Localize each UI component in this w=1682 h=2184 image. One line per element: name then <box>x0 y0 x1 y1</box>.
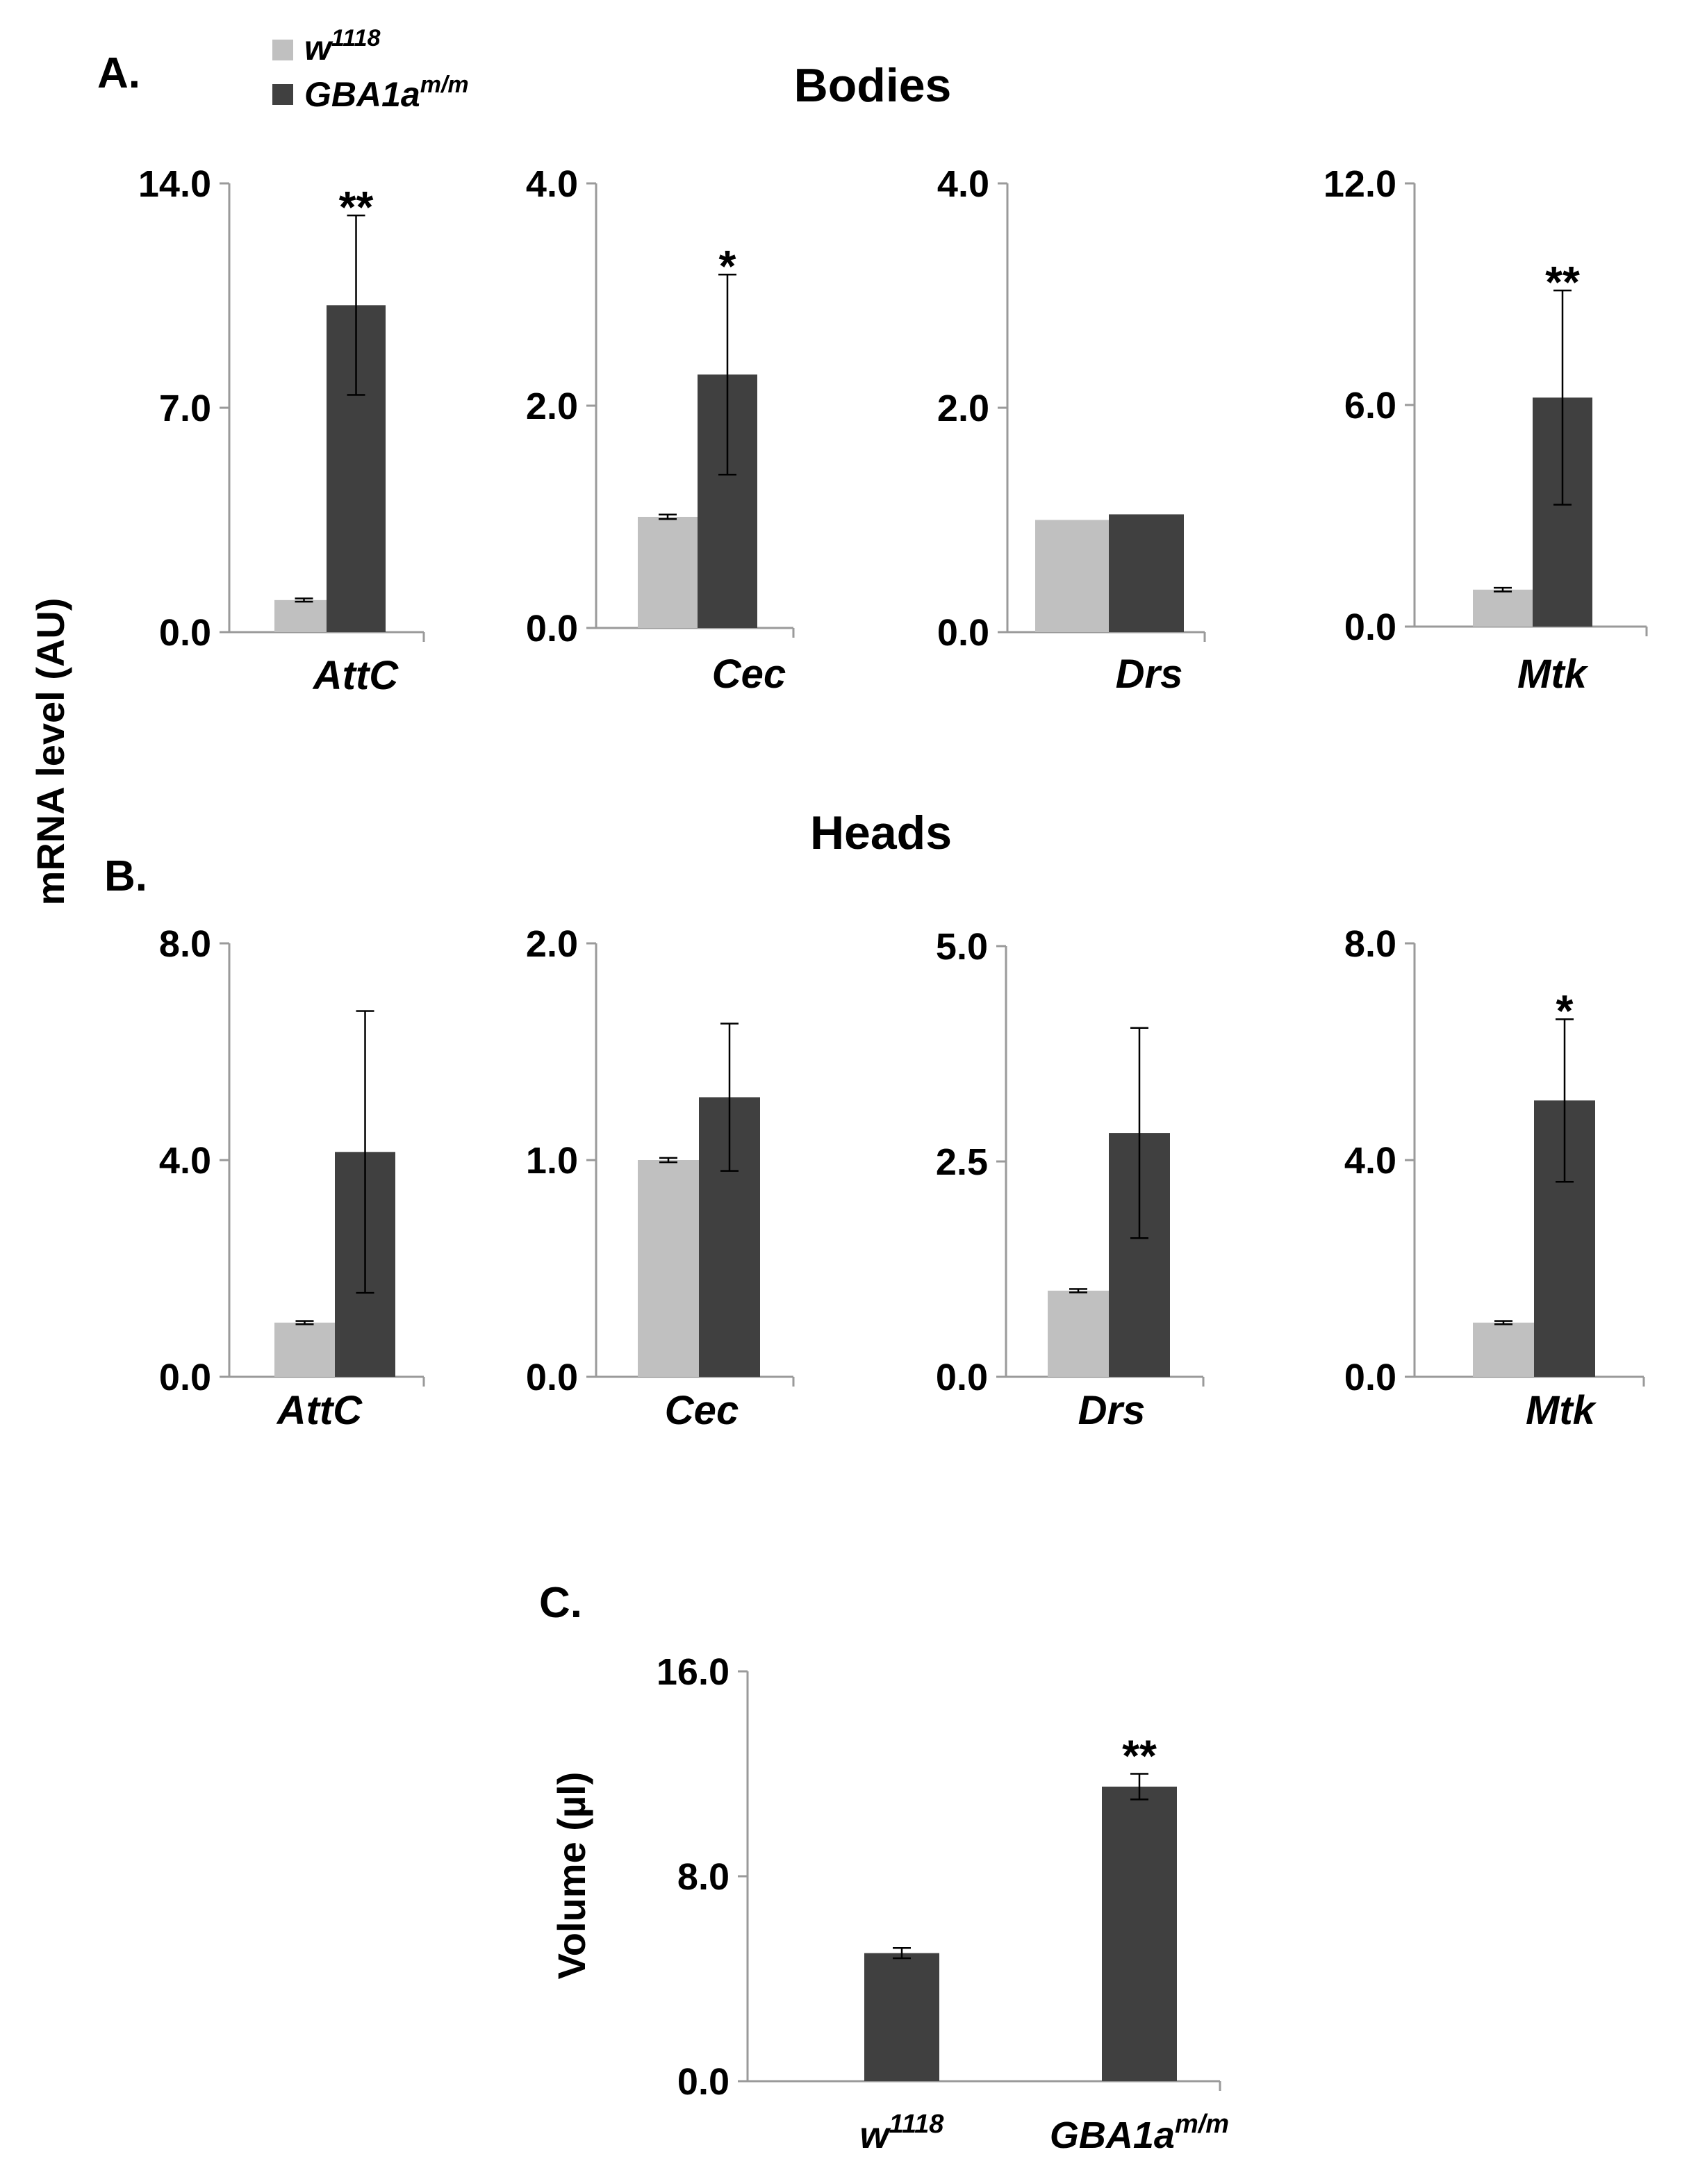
panel-b-letter: B. <box>104 852 147 900</box>
chart-b4: 0.0 4.0 8.0 * Mtk <box>1344 923 1645 1433</box>
chart-a2-category-label: Cec <box>712 652 786 697</box>
chart-a1-category-label: AttC <box>312 653 399 698</box>
chart-c-x-label-0-sup: 1118 <box>889 2110 945 2139</box>
chart-b2-bar-control <box>638 1160 699 1377</box>
chart-c-significance-1: ** <box>1122 1731 1157 1781</box>
chart-c-bar-1 <box>1102 1786 1177 2081</box>
chart-a3-bar-mutant <box>1109 514 1184 632</box>
chart-a2-significance: * <box>719 241 736 291</box>
chart-b4-bar-control <box>1473 1323 1534 1377</box>
shared-y-axis-label: mRNA level (AU) <box>28 598 72 906</box>
chart-a3: 0.0 2.0 4.0 Drs <box>937 163 1206 697</box>
chart-a1-y-tick-label: 0.0 <box>159 612 211 654</box>
chart-a2-y-tick-label: 2.0 <box>526 386 578 427</box>
chart-a4-y-tick-label: 0.0 <box>1344 606 1396 648</box>
chart-c-x-label-1-sup: m/m <box>1175 2110 1229 2139</box>
chart-a1-y-tick-label: 14.0 <box>138 163 211 205</box>
panel-a-letter: A. <box>97 49 140 97</box>
chart-a4-y-tick-label: 6.0 <box>1344 385 1396 427</box>
legend-label-control-sup: 1118 <box>331 25 381 51</box>
chart-a4: 0.0 6.0 12.0 ** Mtk <box>1324 163 1648 697</box>
chart-b3: 0.0 2.5 5.0 Drs <box>936 926 1205 1433</box>
chart-c-x-label-0: w1118 <box>860 2110 945 2156</box>
legend-label-mutant-sup: m/m <box>420 72 469 98</box>
chart-a2-y-tick-label: 4.0 <box>526 163 578 205</box>
chart-b1-category-label: AttC <box>276 1388 363 1433</box>
chart-b1-y-tick-label: 0.0 <box>159 1357 211 1398</box>
chart-b3-bar-control <box>1048 1291 1109 1377</box>
chart-c-x-label-1: GBA1am/m <box>1050 2110 1229 2156</box>
chart-b3-y-tick-label: 2.5 <box>936 1141 988 1183</box>
chart-b4-significance: * <box>1556 986 1574 1036</box>
chart-a2-bar-control <box>638 517 698 628</box>
chart-c-y-tick-label: 16.0 <box>657 1651 729 1693</box>
chart-a3-category-label: Drs <box>1116 652 1183 697</box>
chart-b2-y-tick-label: 2.0 <box>526 923 578 965</box>
chart-a1: 0.0 7.0 14.0 ** AttC <box>138 163 425 698</box>
chart-a3-y-tick-label: 2.0 <box>937 388 989 429</box>
chart-a1-y-tick-label: 7.0 <box>159 388 211 429</box>
panel-b-title: Heads <box>810 806 952 859</box>
chart-b2-y-tick-label: 1.0 <box>526 1140 578 1182</box>
chart-c-y-tick-label: 0.0 <box>677 2061 729 2103</box>
chart-b4-y-tick-label: 4.0 <box>1344 1140 1396 1182</box>
chart-b2-category-label: Cec <box>665 1388 739 1433</box>
chart-a1-bar-control <box>274 599 333 632</box>
chart-b1-y-tick-label: 8.0 <box>159 923 211 965</box>
chart-c-bar-0 <box>864 1953 939 2081</box>
chart-a4-bar-control <box>1473 589 1533 627</box>
chart-c-y-tick-label: 8.0 <box>677 1856 729 1898</box>
chart-b1: 0.0 4.0 8.0 AttC <box>159 923 425 1433</box>
legend-label-mutant-base: GBA1a <box>304 75 420 114</box>
legend-label-mutant: GBA1am/m <box>304 72 469 114</box>
chart-a3-y-tick-label: 4.0 <box>937 163 989 205</box>
chart-c-x-label-1-base: GBA1a <box>1050 2115 1175 2156</box>
panel-a-title: Bodies <box>794 59 952 112</box>
chart-b3-category-label: Drs <box>1078 1388 1146 1433</box>
chart-b3-y-tick-label: 5.0 <box>936 926 988 968</box>
chart-c: 0.0 8.0 16.0 w1118 ** GBA1am/m Volume (µl) <box>550 1651 1229 2156</box>
chart-a4-category-label: Mtk <box>1517 652 1589 697</box>
chart-c-x-label-0-base: w <box>860 2115 891 2156</box>
chart-a4-significance: ** <box>1545 257 1580 307</box>
chart-b3-y-tick-label: 0.0 <box>936 1357 988 1398</box>
chart-b4-y-tick-label: 8.0 <box>1344 923 1396 965</box>
chart-a3-bar-control <box>1035 520 1110 632</box>
chart-b2: 0.0 1.0 2.0 Cec <box>526 923 795 1433</box>
chart-a2-y-tick-label: 0.0 <box>526 608 578 650</box>
legend-swatch-control <box>272 40 293 60</box>
chart-a2: 0.0 2.0 4.0 * Cec <box>526 163 795 697</box>
legend-label-control: w1118 <box>304 25 381 67</box>
chart-c-y-axis-label: Volume (µl) <box>550 1772 593 1980</box>
legend-swatch-mutant <box>272 84 293 105</box>
legend-label-control-base: w <box>304 28 333 67</box>
panel-c-letter: C. <box>539 1579 582 1627</box>
legend: w1118 GBA1am/m <box>272 25 469 114</box>
chart-b1-y-tick-label: 4.0 <box>159 1140 211 1182</box>
chart-b4-category-label: Mtk <box>1526 1388 1597 1433</box>
chart-b1-bar-control <box>274 1323 335 1377</box>
chart-a4-y-tick-label: 12.0 <box>1324 163 1396 205</box>
chart-b2-y-tick-label: 0.0 <box>526 1357 578 1398</box>
chart-b4-y-tick-label: 0.0 <box>1344 1357 1396 1398</box>
chart-a1-significance: ** <box>339 182 374 232</box>
chart-a3-y-tick-label: 0.0 <box>937 612 989 654</box>
